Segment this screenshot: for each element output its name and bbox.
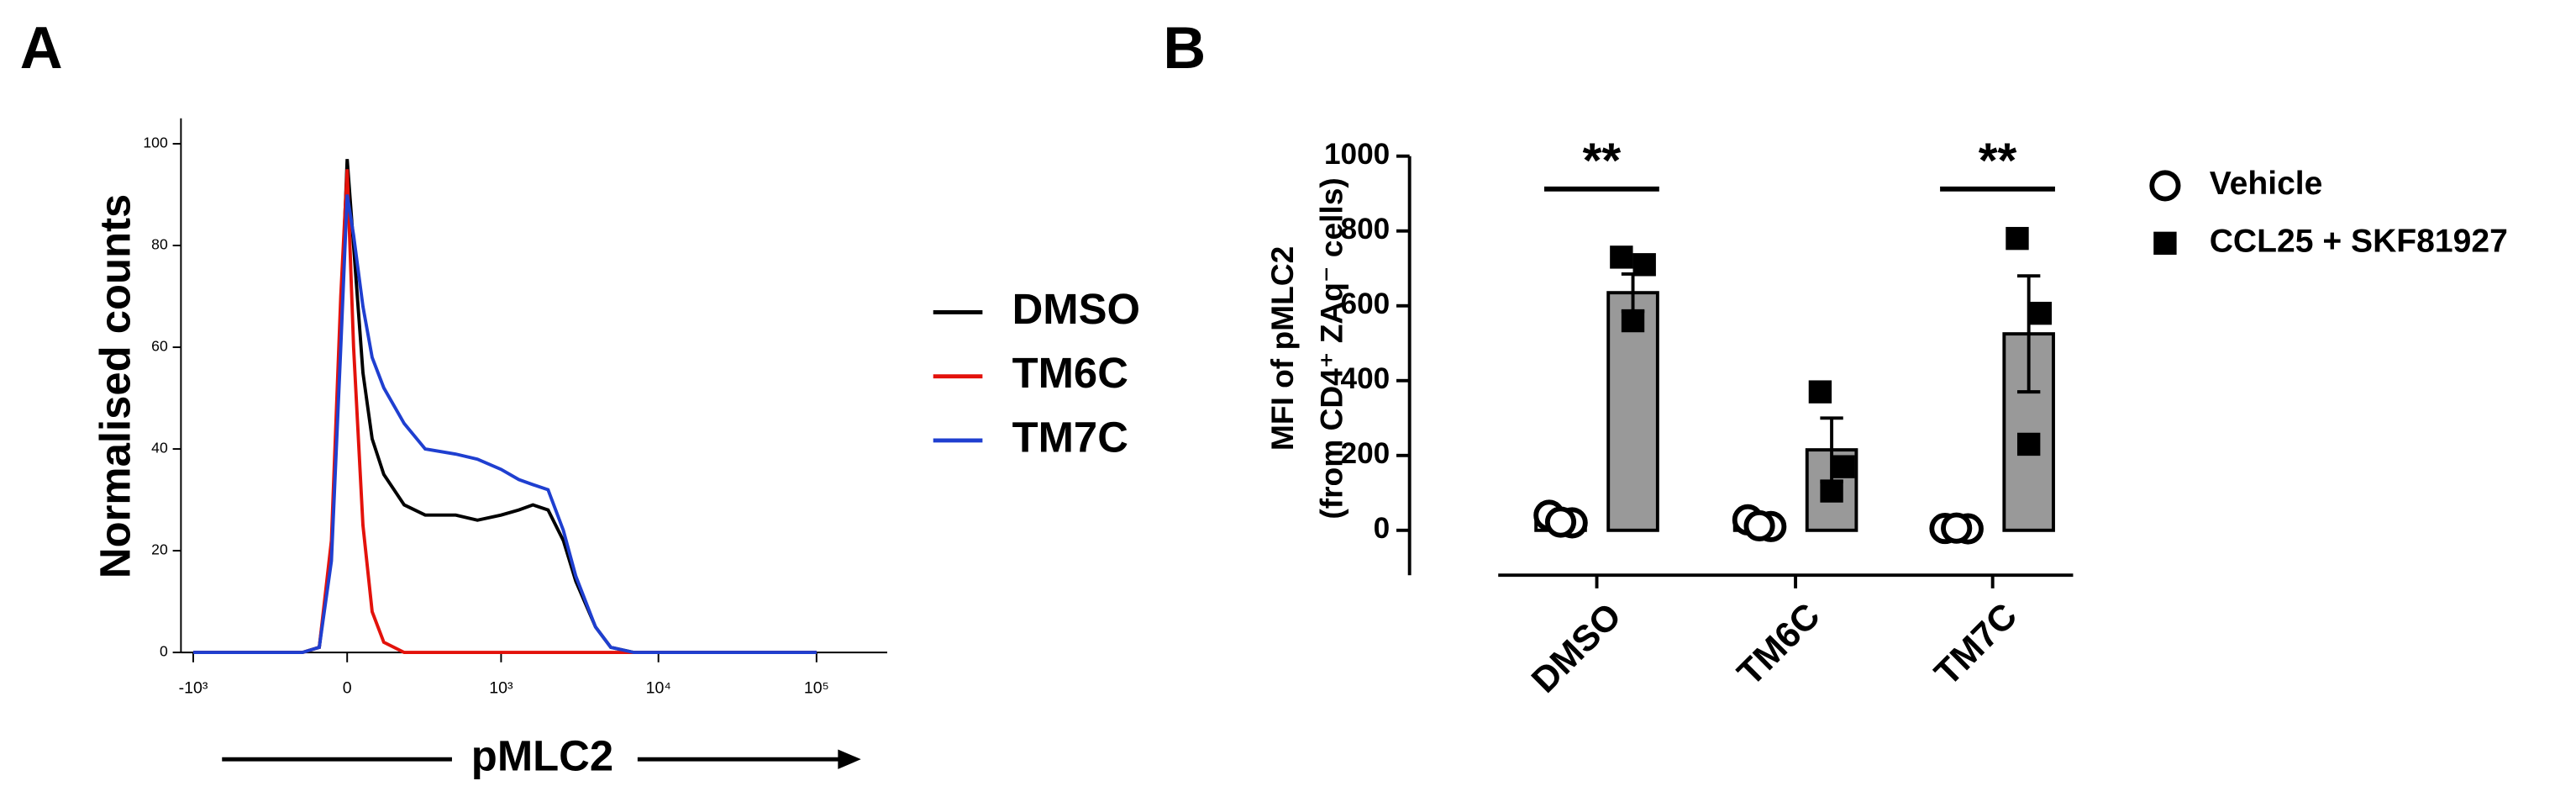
histogram-line [193, 169, 817, 655]
significance-label: ** [1583, 134, 1622, 188]
y-tick-label: 0 [160, 643, 168, 660]
legend-label: DMSO [1012, 285, 1140, 333]
y-axis-label: MFI of pMLC2 [1264, 246, 1300, 451]
data-point [1632, 253, 1656, 277]
x-tick-label: 0 [343, 678, 352, 697]
data-point [1832, 455, 1855, 478]
data-point [1808, 380, 1832, 404]
histogram-line [193, 194, 817, 655]
significance-label: ** [1979, 134, 2017, 188]
y-tick-label: 60 [151, 338, 168, 355]
x-tick-label: -10³ [179, 678, 208, 697]
y-tick-label: 20 [151, 541, 168, 558]
y-tick-label: 100 [143, 135, 168, 151]
panel-label: B [1163, 14, 1206, 81]
legend-label: CCL25 + SKF81927 [2210, 224, 2508, 260]
data-point [2016, 432, 2041, 456]
data-point [1820, 479, 1843, 503]
y-tick-label: 600 [1341, 288, 1391, 320]
y-axis-label: Normalised counts [92, 194, 139, 578]
x-tick-label: DMSO [1524, 595, 1629, 700]
y-tick-label: 40 [151, 440, 168, 456]
y-tick-label: 1000 [1324, 138, 1390, 171]
data-point [1544, 506, 1577, 538]
axis-arrow-head [838, 749, 861, 769]
y-tick-label: 80 [151, 236, 168, 253]
y-tick-label: 400 [1341, 362, 1391, 395]
y-tick-label: 0 [1374, 512, 1391, 545]
legend-label: TM6C [1012, 349, 1128, 397]
data-point [2028, 301, 2053, 325]
x-tick-label: TM6C [1730, 595, 1828, 694]
legend-label: TM7C [1012, 413, 1128, 461]
x-tick-label: 10⁴ [646, 678, 671, 697]
data-point [2006, 226, 2029, 251]
data-point [1743, 509, 1775, 542]
data-point [1941, 512, 1973, 544]
data-point [1621, 309, 1645, 333]
x-tick-label: 10³ [489, 678, 513, 697]
histogram-line [193, 159, 817, 655]
x-tick-label: 10⁵ [804, 678, 829, 697]
bar [1606, 291, 1659, 532]
y-axis-label: (from CD4⁺ ZAq⁻ cells) [1314, 177, 1349, 519]
y-tick-label: 200 [1341, 437, 1391, 470]
legend-label: Vehicle [2210, 166, 2323, 202]
x-tick-label: TM7C [1927, 595, 2026, 694]
legend-marker [2153, 231, 2177, 256]
panel-label: A [20, 14, 63, 81]
legend-marker [2149, 170, 2181, 202]
y-tick-label: 800 [1341, 213, 1391, 245]
x-axis-label: pMLC2 [471, 732, 613, 780]
data-point [1610, 245, 1633, 269]
